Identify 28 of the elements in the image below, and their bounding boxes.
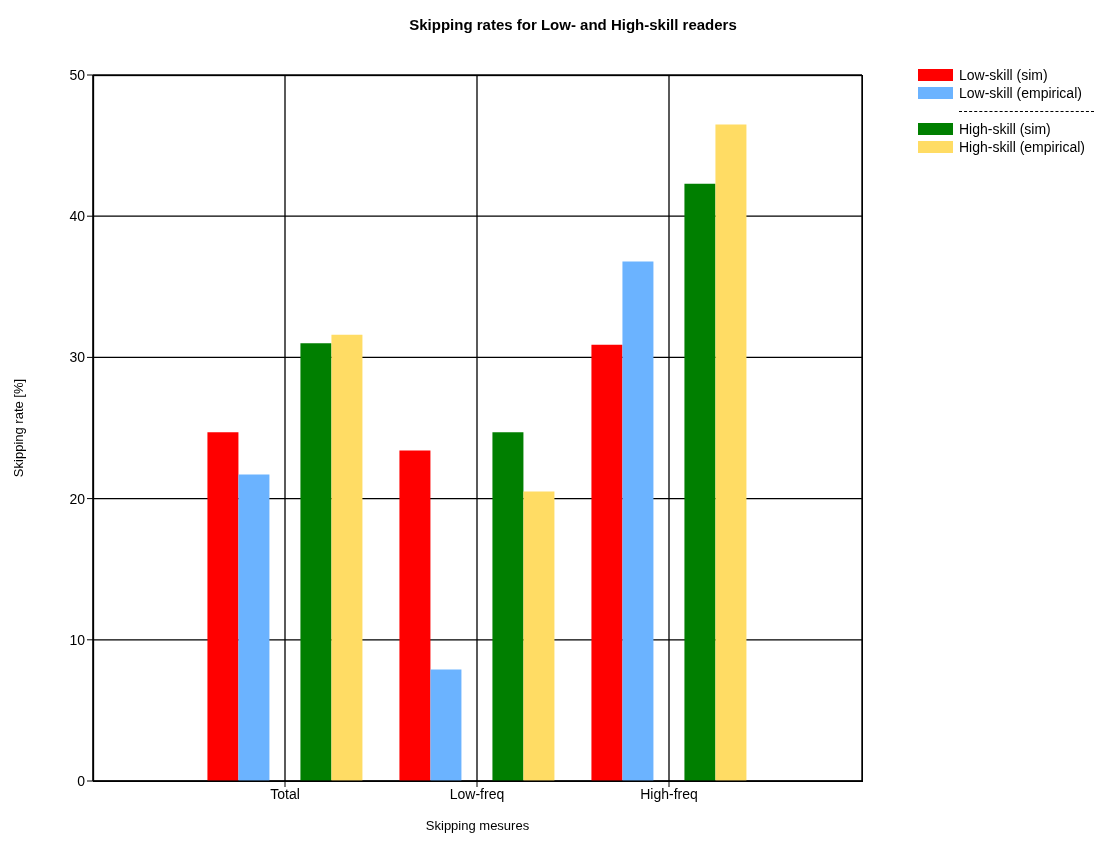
bar bbox=[622, 261, 654, 781]
bar bbox=[207, 432, 239, 781]
y-tick-label: 40 bbox=[69, 208, 86, 225]
bar bbox=[591, 344, 623, 781]
x-tick-label: Total bbox=[270, 785, 300, 802]
x-tick-label: Low-freq bbox=[449, 785, 505, 802]
x-tick-label: High-freq bbox=[640, 785, 698, 802]
chart-title: Skipping rates for Low- and High-skill readers bbox=[408, 16, 738, 33]
y-tick-label: 50 bbox=[69, 66, 86, 83]
y-tick-label: 20 bbox=[69, 490, 86, 507]
bar bbox=[715, 124, 747, 781]
bar bbox=[492, 432, 524, 781]
y-tick-label: 30 bbox=[69, 349, 86, 366]
bar bbox=[523, 491, 555, 781]
x-axis-title: Skipping mesures bbox=[425, 818, 530, 833]
bar bbox=[300, 343, 332, 781]
legend-label: High-skill (empirical) bbox=[959, 139, 1086, 155]
y-axis-title: Skipping rate [%] bbox=[10, 378, 26, 478]
legend-label: Low-skill (empirical) bbox=[959, 85, 1082, 101]
y-tick-label: 0 bbox=[77, 772, 86, 789]
bar bbox=[238, 474, 270, 781]
legend-label: High-skill (sim) bbox=[959, 121, 1051, 137]
bar bbox=[399, 450, 431, 781]
y-tick-label: 10 bbox=[69, 631, 86, 648]
legend-label: Low-skill (sim) bbox=[959, 67, 1048, 83]
bar bbox=[331, 334, 363, 781]
bar bbox=[684, 183, 716, 781]
bar bbox=[430, 669, 462, 781]
